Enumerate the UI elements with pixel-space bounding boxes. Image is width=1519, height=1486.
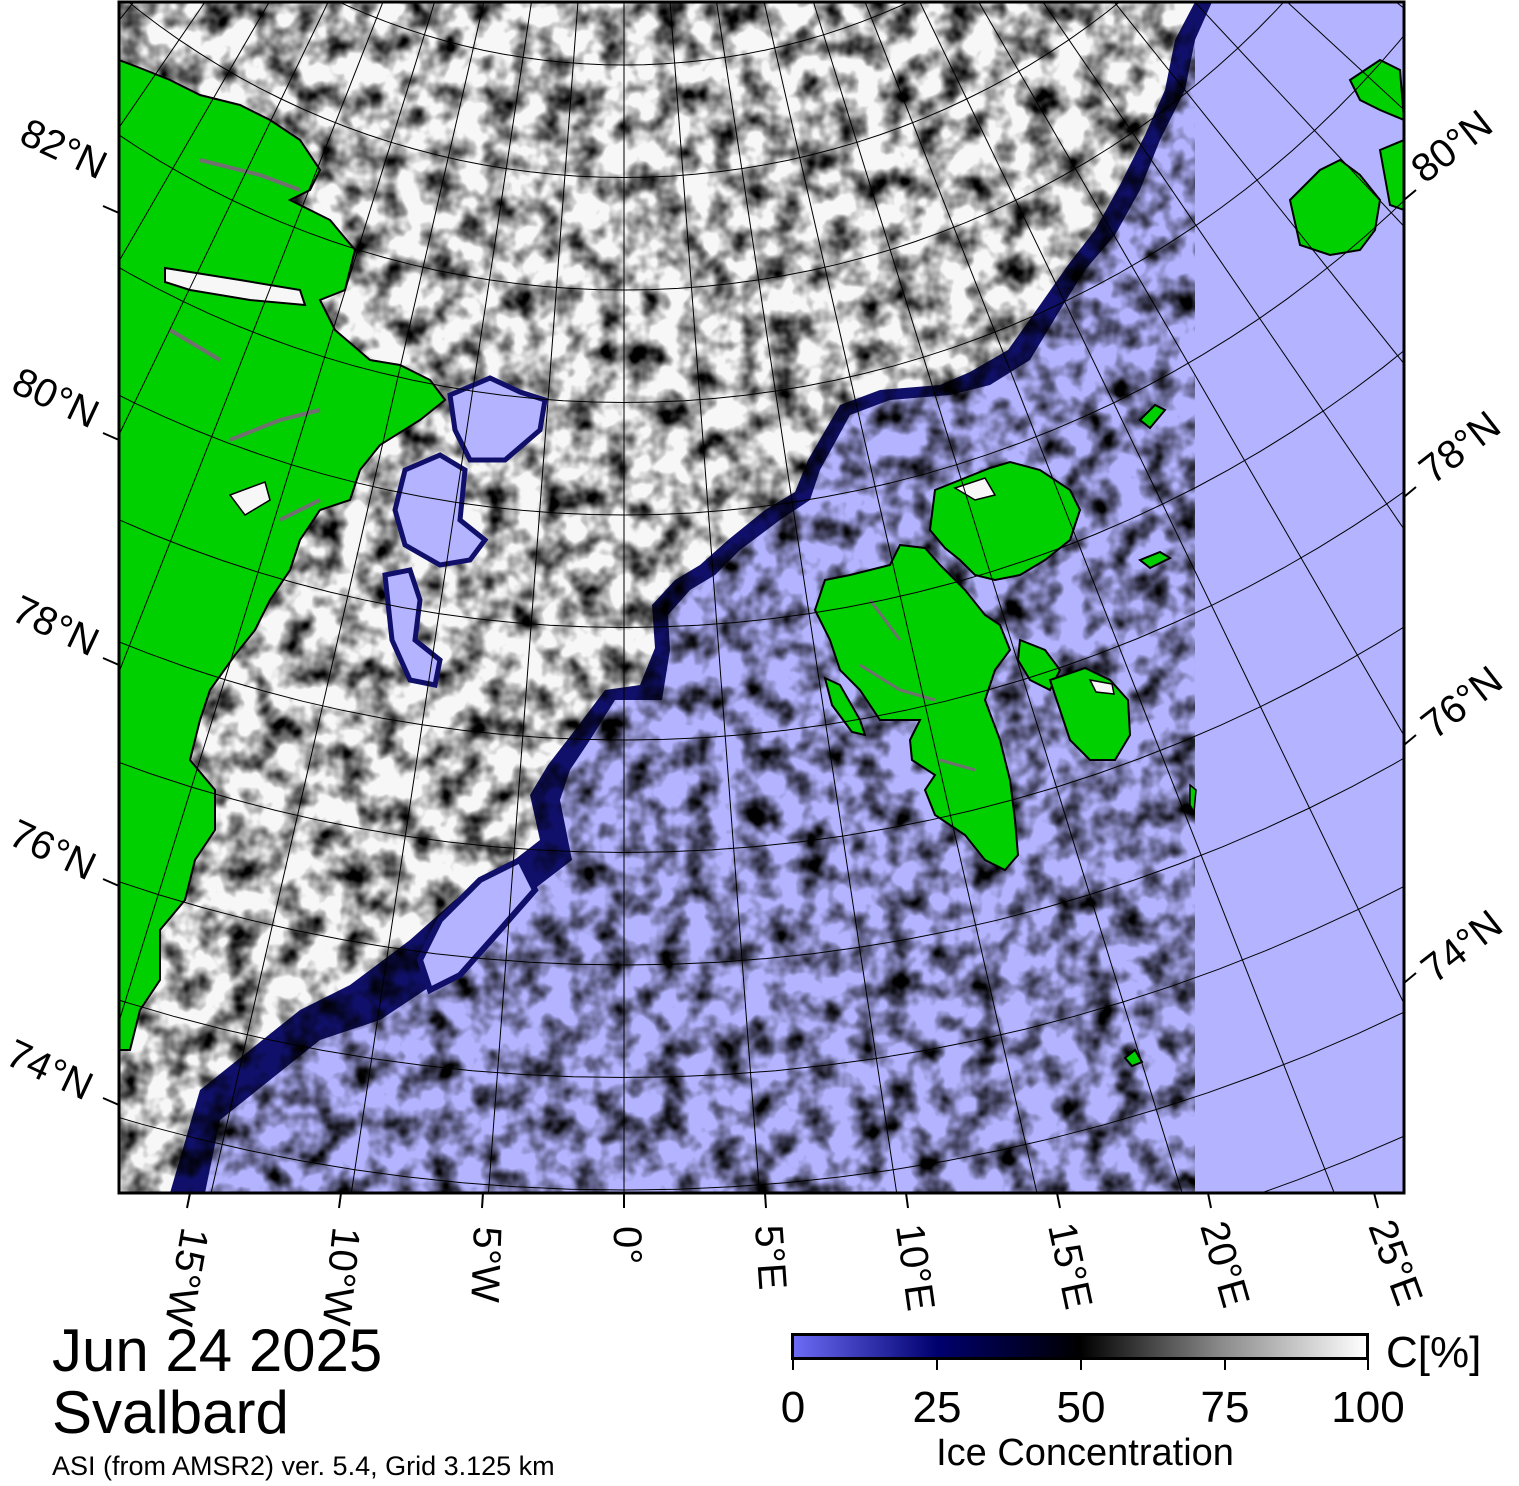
lat-label-left: 76°N <box>3 811 103 889</box>
lon-label: 15°E <box>1039 1219 1100 1313</box>
lon-label: 0° <box>605 1226 649 1264</box>
meridian-line <box>350 2 532 1193</box>
meridian-line <box>119 2 436 1024</box>
edgeoya-ice <box>1088 678 1115 695</box>
colorbar-tickmark <box>792 1360 794 1370</box>
meridian-line <box>487 2 579 1193</box>
franz-josef-land <box>1348 58 1404 122</box>
colorbar-tick-label: 100 <box>1331 1383 1405 1432</box>
meridian-line <box>864 2 1335 1193</box>
polynya <box>447 375 548 463</box>
colorbar-tick-label: 0 <box>780 1383 806 1432</box>
polynya <box>392 452 489 568</box>
franz-josef-land <box>1288 158 1382 257</box>
lat-label-left: 78°N <box>6 587 106 665</box>
greenland-fjord <box>168 158 321 522</box>
meridian-line <box>210 2 485 1193</box>
lat-label-left: 82°N <box>14 110 114 188</box>
colorbar-tick-label: 25 <box>912 1383 962 1432</box>
meridian-line <box>669 2 761 1193</box>
colorbar-tick-label: 75 <box>1200 1383 1250 1432</box>
date-title: Jun 24 2025 <box>52 1317 383 1384</box>
meridian-line <box>119 2 270 263</box>
lat-label-left: 74°N <box>0 1031 99 1109</box>
colorbar-unit: C[%] <box>1386 1328 1482 1377</box>
meridian-line <box>716 2 898 1193</box>
colorbar-tickmark <box>1367 1360 1369 1370</box>
kvitoya-land <box>1138 403 1167 430</box>
sea-ice-texture <box>119 2 1195 1193</box>
polynya <box>382 567 443 688</box>
meridian-line <box>119 2 384 674</box>
lon-label: 10°W <box>314 1225 368 1328</box>
region-title: Svalbard <box>52 1379 289 1446</box>
colorbar <box>791 1333 1369 1360</box>
kong-karls-land <box>1138 550 1173 570</box>
nordaustlandet-ice <box>953 477 997 501</box>
lon-label: 5°W <box>462 1226 509 1304</box>
lat-label-right: 78°N <box>1411 403 1509 493</box>
map-frame <box>117 0 1406 1195</box>
lon-label: 20°E <box>1191 1216 1257 1312</box>
hopen-land <box>1189 783 1197 815</box>
lat-label-right: 80°N <box>1403 102 1501 192</box>
lat-label-right: 76°N <box>1413 658 1511 748</box>
polynya <box>416 855 539 995</box>
colorbar-tickmark <box>936 1360 938 1370</box>
lat-label-left: 80°N <box>6 359 106 437</box>
frame-ticks <box>102 189 1417 1209</box>
meridian-line <box>763 2 1038 1193</box>
colorbar-title: Ice Concentration <box>936 1432 1234 1474</box>
meridian-line <box>919 2 1404 1005</box>
greenland-land <box>119 58 447 1051</box>
colorbar-tickmark <box>1224 1360 1226 1370</box>
lon-label: 25°E <box>1360 1214 1431 1311</box>
prins-karls-forland <box>823 676 867 737</box>
source-note: ASI (from AMSR2) ver. 5.4, Grid 3.125 km <box>52 1451 555 1481</box>
franz-josef-land <box>1378 138 1404 212</box>
greenland-fjord <box>164 266 307 307</box>
colorbar-tick-label: 50 <box>1056 1383 1106 1432</box>
meridian-line <box>978 2 1404 737</box>
lon-label: 15°W <box>156 1224 216 1329</box>
graticule <box>119 2 1404 1193</box>
lon-label: 10°E <box>887 1221 943 1313</box>
greenland-inland-ice <box>228 481 271 516</box>
meridian-line <box>1042 2 1404 531</box>
lon-label: 5°E <box>746 1224 794 1292</box>
lat-label-right: 74°N <box>1413 902 1511 992</box>
meridian-line <box>812 2 1183 1193</box>
meridian-line <box>119 2 329 436</box>
colorbar-tickmark <box>1080 1360 1082 1370</box>
meridian-line <box>119 2 206 129</box>
